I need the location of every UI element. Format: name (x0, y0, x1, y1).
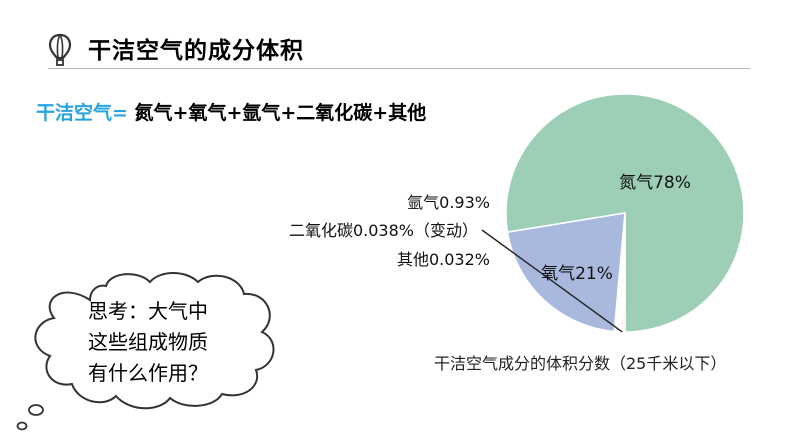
slice-label-其他: 其他0.032% (397, 250, 490, 269)
formula-lhs: 干洁空气= (36, 102, 128, 124)
hot-air-balloon-icon (48, 33, 72, 66)
composition-formula: 干洁空气= 氮气+氧气+氩气+二氧化碳+其他 (36, 98, 426, 125)
chart-caption: 干洁空气成分的体积分数（25千米以下） (434, 354, 727, 373)
pie-slice-其他 (622, 212, 626, 333)
slice-label-氩气: 氩气0.93% (407, 193, 490, 212)
slice-label-二氧化碳: 二氧化碳0.038%（变动） (289, 221, 478, 240)
thought-line: 有什么作用？ (88, 361, 208, 385)
thought-line: 这些组成物质 (88, 330, 208, 354)
formula-rhs: 氮气+氧气+氩气+二氧化碳+其他 (127, 102, 427, 124)
slice-label-氮气: 氮气78% (619, 173, 691, 193)
slice-label-氧气: 氧气21% (541, 264, 613, 284)
pie-slice-氮气 (505, 93, 745, 333)
title-divider (48, 68, 750, 69)
thought-bubble-text: 思考：大气中 这些组成物质 有什么作用？ (88, 296, 258, 389)
pie-slice-氧气 (506, 212, 626, 333)
leader-line-二氧化碳 (481, 229, 623, 333)
thought-line: 思考：大气中 (88, 299, 208, 323)
page-title: 干洁空气的成分体积 (88, 38, 304, 64)
